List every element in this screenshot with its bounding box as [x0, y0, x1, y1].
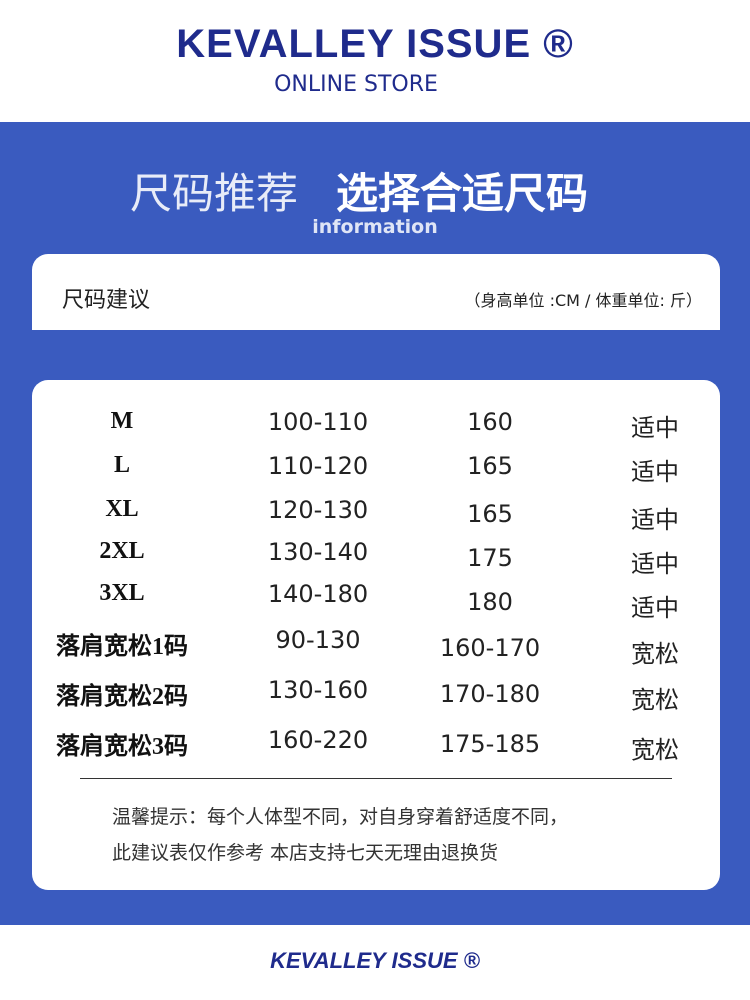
table-cell: 宽松	[631, 640, 679, 668]
table-cell: 适中	[631, 458, 679, 486]
card-label: 尺码建议	[62, 288, 151, 313]
table-cell: 175	[467, 544, 513, 572]
table-cell: 130-160	[267, 676, 369, 704]
size-cell: 2XL	[99, 538, 145, 564]
table-cell: 宽松	[631, 686, 679, 714]
size-cell: L	[113, 452, 131, 478]
banner-title-bold: 选择合适尺码	[336, 169, 589, 218]
table-cell: 175-185	[439, 730, 541, 758]
size-cell: 落肩宽松2码	[56, 684, 188, 710]
size-cell: 3XL	[99, 580, 145, 606]
table-cell: 160-220	[267, 726, 369, 754]
table-cell: 140-180	[267, 580, 369, 608]
size-cell: XL	[105, 496, 139, 522]
size-cell: 落肩宽松1码	[56, 634, 188, 660]
label-card	[32, 254, 720, 330]
table-cell: 165	[467, 452, 513, 480]
banner-title-light: 尺码推荐	[130, 169, 299, 218]
size-cell: 落肩宽松3码	[56, 734, 188, 760]
card-units: （身高单位 :CM / 体重单位: 斤）	[464, 291, 703, 310]
table-cell: 适中	[631, 414, 679, 442]
table-cell: 宽松	[631, 736, 679, 764]
table-cell: 180	[467, 588, 513, 616]
table-cell: 适中	[631, 594, 679, 622]
table-cell: 160	[467, 408, 513, 436]
table-cell: 100-110	[267, 408, 369, 436]
table-cell: 110-120	[267, 452, 369, 480]
size-cell: M	[110, 408, 134, 434]
table-cell: 170-180	[439, 680, 541, 708]
table-cell: 165	[467, 500, 513, 528]
table-cell: 适中	[631, 550, 679, 578]
banner-caption: information	[312, 216, 438, 238]
table-card	[32, 380, 720, 890]
footer-brand: KEVALLEY ISSUE ®	[270, 948, 480, 973]
table-cell: 适中	[631, 506, 679, 534]
table-cell: 160-170	[439, 634, 541, 662]
table-cell: 90-130	[275, 626, 361, 654]
note-line: 此建议表仅作参考 本店支持七天无理由退换货	[112, 842, 499, 864]
subtitle: ONLINE STORE	[274, 72, 438, 97]
table-cell: 120-130	[267, 496, 369, 524]
brand: KEVALLEY ISSUE ®	[176, 22, 574, 66]
note-line: 温馨提示：每个人体型不同，对自身穿着舒适度不同，	[112, 806, 569, 828]
table-cell: 130-140	[267, 538, 369, 566]
divider	[80, 778, 672, 779]
